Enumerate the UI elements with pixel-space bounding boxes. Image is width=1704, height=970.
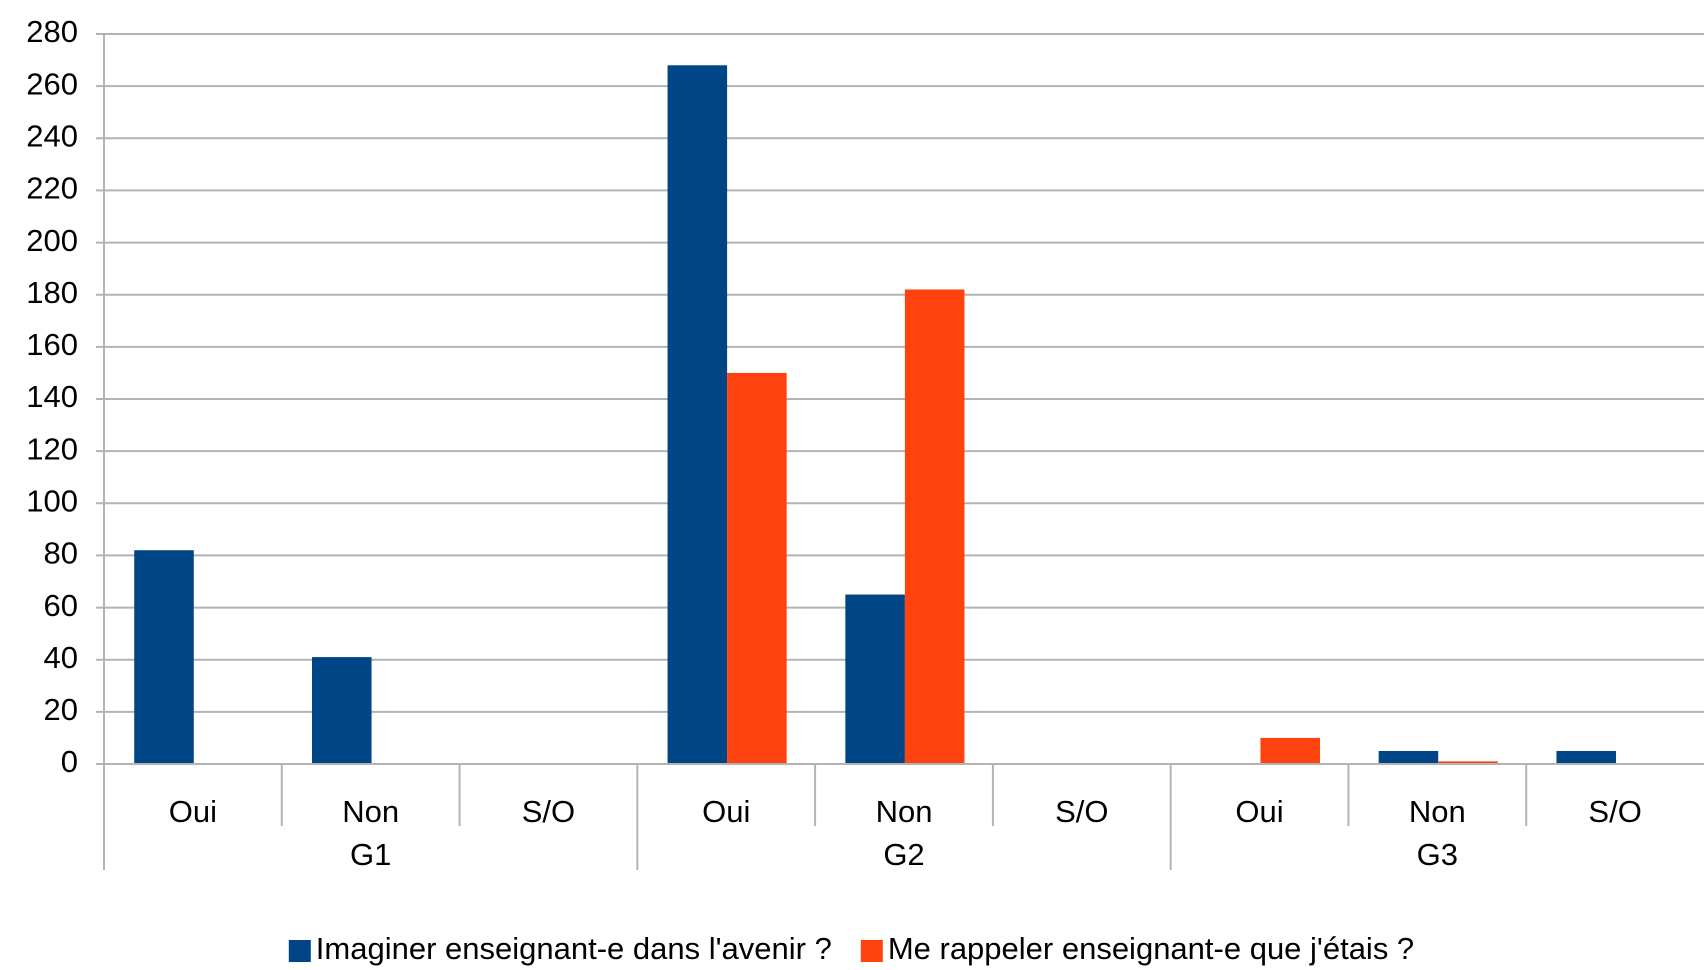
bar <box>1438 761 1498 764</box>
legend-swatch <box>288 940 311 962</box>
legend-label: Imaginer enseignant-e dans l'avenir ? <box>316 931 832 966</box>
y-tick-label: 220 <box>26 171 78 206</box>
bar <box>845 594 905 764</box>
bar <box>1260 737 1320 764</box>
group-label: G1 <box>350 837 391 872</box>
bar <box>1378 750 1439 764</box>
group-label: G2 <box>883 837 924 872</box>
group-label: G3 <box>1417 837 1458 872</box>
x-tick-label: Oui <box>169 794 217 829</box>
legend-label: Me rappeler enseignant-e que j'étais ? <box>888 931 1414 966</box>
x-tick-label: S/O <box>522 794 575 829</box>
legend-swatch <box>860 940 883 962</box>
y-tick-label: 60 <box>44 588 78 623</box>
x-tick-label: Non <box>876 794 933 829</box>
y-tick-label: 120 <box>26 431 78 466</box>
y-tick-label: 260 <box>26 66 78 101</box>
y-tick-label: 240 <box>26 118 78 153</box>
bar <box>904 289 965 764</box>
y-tick-label: 20 <box>44 692 78 727</box>
y-tick-label: 0 <box>61 744 78 779</box>
x-tick-label: Oui <box>1235 794 1283 829</box>
bar <box>667 65 728 765</box>
x-tick-label: Oui <box>702 794 750 829</box>
x-tick-label: S/O <box>1055 794 1108 829</box>
y-tick-label: 40 <box>44 640 78 675</box>
y-tick-label: 160 <box>26 327 78 362</box>
bar <box>1556 750 1616 764</box>
bar <box>134 550 194 764</box>
bar <box>727 372 787 764</box>
y-tick-label: 180 <box>26 275 78 310</box>
y-tick-label: 200 <box>26 223 78 258</box>
y-tick-label: 80 <box>44 536 78 571</box>
y-tick-label: 140 <box>26 379 78 414</box>
bar <box>312 657 372 764</box>
x-tick-label: Non <box>342 794 399 829</box>
y-tick-label: 100 <box>26 483 78 518</box>
y-tick-label: 280 <box>26 14 78 49</box>
x-tick-label: Non <box>1409 794 1466 829</box>
x-tick-label: S/O <box>1588 794 1641 829</box>
